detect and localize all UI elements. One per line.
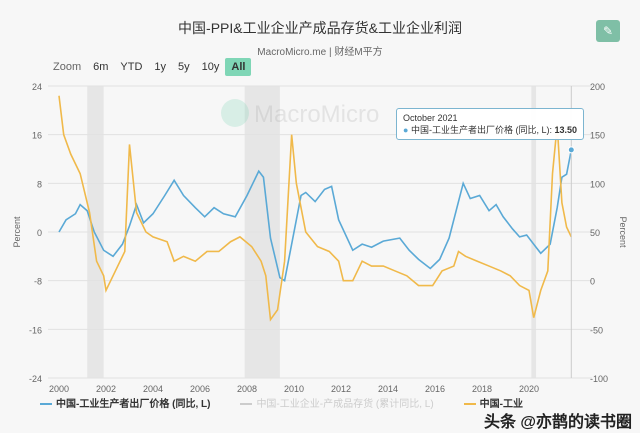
pencil-icon[interactable]: ✎ [596,20,620,42]
y-left-tick: 16 [32,131,42,141]
x-tick: 2000 [49,384,69,394]
series-line-0 [58,149,573,282]
legend-item-ppi[interactable]: 中国-工业生产者出厂价格 (同比, L) [40,399,210,411]
y-left-tick: 0 [37,228,42,238]
legend: 中国-工业生产者出厂价格 (同比, L) 中国-工业企业-产成品存货 (累计同比… [40,399,523,411]
x-tick: 2006 [190,384,210,394]
x-tick: 2012 [331,384,351,394]
x-tick: 2002 [96,384,116,394]
x-tick: 2008 [237,384,257,394]
watermark-logo: MacroMicro [221,99,379,128]
y-right-tick: -50 [590,325,603,335]
zoom-bar: Zoom 6m YTD 1y 5y 10y All [53,58,252,76]
tooltip-row: ● 中国-工业生产者出厂价格 (同比, L): 13.50 [403,125,577,135]
y-left-label: Percent [12,216,22,248]
x-tick: 2014 [378,384,398,394]
zoom-all[interactable]: All [225,58,252,76]
series-line-2 [58,95,573,322]
y-right-tick: 200 [590,82,605,92]
tooltip-date: October 2021 [403,113,458,123]
zoom-10y[interactable]: 10y [201,61,220,73]
tooltip: October 2021 ● 中国-工业生产者出厂价格 (同比, L): 13.… [396,108,584,140]
y-right-tick: 100 [590,179,605,189]
chart-subtitle: MacroMicro.me | 财经M平方 [257,47,383,58]
watermark-text: 头条 @亦鹊的读书圈 [483,414,632,431]
hover-point [567,146,575,154]
x-tick: 2010 [284,384,304,394]
chart-plot: 24 200 16 150 8 100 0 50 -8 0 -16 -50 -24 -100 2000 200… [12,82,628,394]
zoom-5y[interactable]: 5y [178,61,190,73]
y-left-tick: -24 [29,374,42,384]
y-right-tick: 150 [590,131,605,141]
x-tick: 2016 [425,384,445,394]
zoom-label: Zoom [53,61,82,73]
legend-item-inventory[interactable]: 中国-工业企业-产成品存货 (累计同比, L) [240,399,434,411]
y-right-label: Percent [618,216,628,248]
y-left-tick: -8 [34,277,42,287]
zoom-ytd[interactable]: YTD [120,61,143,73]
y-right-tick: 0 [590,277,595,287]
tooltip-series: 中国-工业生产者出厂价格 (同比, L) [410,125,550,135]
x-tick: 2020 [519,384,539,394]
y-right-tick: -100 [590,374,608,384]
svg-text:MacroMicro: MacroMicro [254,101,379,128]
zoom-1y[interactable]: 1y [154,61,167,73]
y-left-tick: 24 [32,82,42,92]
zoom-6m[interactable]: 6m [93,61,109,73]
legend-item-profit[interactable]: 中国-工业 [463,399,523,411]
x-tick: 2018 [472,384,492,394]
y-left-tick: 8 [37,179,42,189]
y-left-tick: -16 [29,325,42,335]
y-right-tick: 50 [590,228,600,238]
x-tick: 2004 [143,384,163,394]
chart-title: 中国-PPI&工业企业产成品存货&工业企业利润 [178,20,462,36]
tooltip-value: 13.50 [554,125,577,135]
